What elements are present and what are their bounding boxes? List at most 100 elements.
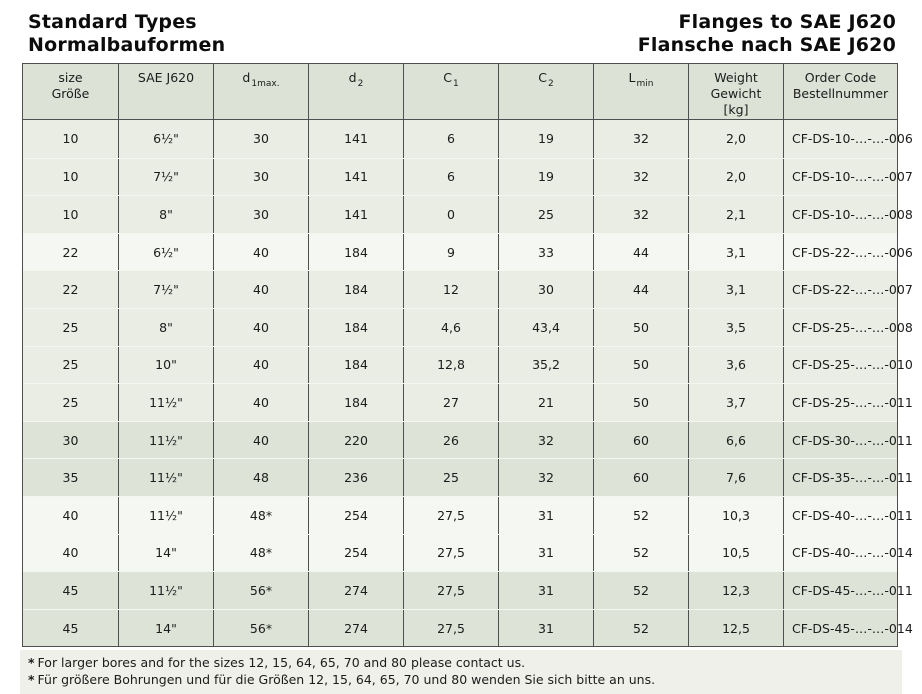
- table-cell: 27: [404, 384, 499, 421]
- table-cell: 11½": [119, 572, 214, 609]
- page-title-right: Flanges to SAE J620 Flansche nach SAE J6…: [638, 11, 896, 57]
- table-cell: 30: [214, 120, 309, 158]
- table-cell: 30: [214, 196, 309, 233]
- table-cell: 48: [214, 459, 309, 496]
- table-cell: 274: [309, 609, 404, 647]
- table-cell: 10,5: [689, 534, 784, 572]
- table-cell: 40: [214, 271, 309, 308]
- table-cell: 44: [594, 271, 689, 308]
- table-cell: 27,5: [404, 534, 499, 572]
- table-row: 45 14" 56* 274 27,5 31 52 12,5 CF-DS-45-…-…-014: [23, 608, 913, 647]
- table-cell: 22: [23, 233, 119, 271]
- table-cell: CF-DS-40-…-…-011: [792, 507, 913, 523]
- table-cell: 40: [23, 496, 119, 534]
- table-cell: 3,7: [689, 384, 784, 421]
- table-cell: CF-DS-10-…-…-007: [792, 169, 913, 185]
- table-cell: CF-DS-25-…-…-010: [792, 357, 913, 373]
- page-header: Standard Types Normalbauformen Flanges t…: [0, 0, 922, 57]
- table-cell: 43,4: [499, 308, 594, 346]
- table-cell: 56*: [214, 609, 309, 647]
- table-cell: 3,6: [689, 346, 784, 384]
- table-cell: 6½": [119, 120, 214, 158]
- title-flansche-sae: Flansche nach SAE J620: [637, 34, 896, 56]
- table-cell: 45: [23, 609, 119, 647]
- table-cell: 10": [119, 346, 214, 384]
- table-cell: CF-DS-35-…-…-011: [792, 470, 913, 486]
- table-cell: 141: [309, 196, 404, 233]
- table-cell: 2,1: [689, 196, 784, 233]
- table-cell: CF-DS-30-…-…-011: [792, 432, 913, 448]
- table-cell: 6,6: [689, 421, 784, 459]
- table-cell: 31: [499, 572, 594, 609]
- table-cell: 33: [499, 233, 594, 271]
- table-cell: 32: [499, 421, 594, 459]
- table-cell: CF-DS-10-…-…-006: [792, 131, 913, 147]
- table-cell: CF-DS-40-…-…-014: [792, 545, 913, 561]
- table-cell: 10: [23, 158, 119, 196]
- table-row: 25 10" 40 184 12,8 35,2 50 3,6 CF-DS-25-…-…-010: [23, 345, 913, 384]
- table-row: 22 7½" 40 184 12 30 44 3,1 CF-DS-22-…-…-007: [23, 270, 913, 308]
- table-cell: 35: [23, 459, 119, 496]
- table-row: 22 6½" 40 184 9 33 44 3,1 CF-DS-22-…-…-006: [23, 232, 913, 271]
- table-cell: 14": [119, 534, 214, 572]
- table-cell: 19: [499, 120, 594, 158]
- table-cell: CF-DS-22-…-…-007: [792, 282, 913, 298]
- table-cell: 3,1: [689, 233, 784, 271]
- table-cell: 7½": [119, 158, 214, 196]
- table-cell: 220: [309, 421, 404, 459]
- table-cell: 3,5: [689, 308, 784, 346]
- table-cell: 12,3: [689, 572, 784, 609]
- table-cell: 236: [309, 459, 404, 496]
- table-cell: 50: [594, 308, 689, 346]
- table-cell: 3,1: [689, 271, 784, 308]
- table-cell: 9: [404, 233, 499, 271]
- column-header-weight: Weight Gewicht [kg]: [689, 64, 784, 119]
- table-cell: 31: [499, 609, 594, 647]
- table-body: 10 6½" 30 141 6 19 32 2,0 CF-DS-10-…-…-006 10 7½" 3…: [23, 120, 913, 647]
- table-cell: 10,3: [689, 496, 784, 534]
- page-title-left: Standard Types Normalbauformen: [28, 11, 225, 57]
- table-cell: 26: [404, 421, 499, 459]
- table-cell: 50: [594, 384, 689, 421]
- table-cell: 12,8: [404, 346, 499, 384]
- column-header-d2: d2: [309, 64, 404, 119]
- table-cell: 52: [594, 572, 689, 609]
- table-cell: CF-DS-22-…-…-006: [792, 244, 913, 260]
- column-header-c1: C1: [404, 64, 499, 119]
- table-cell: CF-DS-25-…-…-011: [792, 394, 913, 410]
- table-cell: 254: [309, 496, 404, 534]
- table-cell: 0: [404, 196, 499, 233]
- footnote-line: * Für größere Bohrungen und für die Größe…: [28, 672, 656, 688]
- table-cell: 48*: [214, 496, 309, 534]
- table-cell: 6: [404, 120, 499, 158]
- table-cell: 40: [23, 534, 119, 572]
- table-cell: CF-DS-25-…-…-008: [792, 319, 913, 335]
- table-cell: 27,5: [404, 496, 499, 534]
- table-cell: 184: [309, 233, 404, 271]
- column-header-size: size Größe: [23, 64, 119, 119]
- table-cell: 184: [309, 308, 404, 346]
- table-cell: 6: [404, 158, 499, 196]
- table-cell: 7½": [119, 271, 214, 308]
- table-cell: 4,6: [404, 308, 499, 346]
- table-cell: 11½": [119, 384, 214, 421]
- table-cell: 25: [23, 384, 119, 421]
- table-row: 10 7½" 30 141 6 19 32 2,0 CF-DS-10-…-…-007: [23, 157, 913, 196]
- table-cell: 254: [309, 534, 404, 572]
- table-cell: 30: [214, 158, 309, 196]
- table-cell: 25: [23, 346, 119, 384]
- table-cell: 11½": [119, 421, 214, 459]
- table-cell: 12: [404, 271, 499, 308]
- table-cell: 7,6: [689, 459, 784, 496]
- table-cell: 21: [499, 384, 594, 421]
- title-standard-types: Standard Types: [28, 11, 197, 33]
- table-cell: 14": [119, 609, 214, 647]
- table-cell: 27,5: [404, 572, 499, 609]
- table-row: 45 11½" 56* 274 27,5 31 52 12,3 CF-DS-45-…-…-011: [23, 571, 913, 609]
- table-cell: 19: [499, 158, 594, 196]
- table-row: 10 6½" 30 141 6 19 32 2,0 CF-DS-10-…-…-006: [23, 120, 913, 158]
- table-row: 30 11½" 40 220 26 32 60 6,6 CF-DS-30-…-…-011: [23, 420, 913, 459]
- table-cell: 25: [23, 308, 119, 346]
- table-cell: 35,2: [499, 346, 594, 384]
- footnote-line: * For larger bores and for the sizes 12, …: [28, 655, 526, 671]
